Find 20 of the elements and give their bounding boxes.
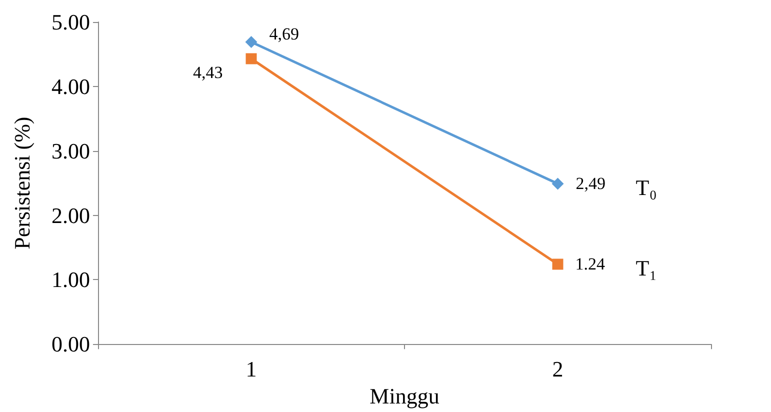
y-tick-label: 1.00 bbox=[52, 267, 90, 292]
text: T₁ bbox=[636, 256, 657, 281]
x-tick-label: 1 bbox=[246, 356, 257, 382]
y-tick-label: 3.00 bbox=[52, 138, 90, 164]
point bbox=[245, 36, 258, 48]
y-axis-title: Persistensi (%) bbox=[10, 116, 34, 250]
y-tick-label: 2.00 bbox=[52, 202, 90, 228]
y-tick-label: 0.00 bbox=[52, 332, 90, 357]
point bbox=[552, 258, 564, 270]
point bbox=[552, 178, 564, 190]
data-label: 4,43 bbox=[193, 63, 223, 82]
y-tick-label: 4.00 bbox=[52, 74, 90, 99]
x-axis-title: Minggu bbox=[370, 384, 440, 408]
data-label: 4,69 bbox=[269, 24, 299, 44]
x-tick-label: 2 bbox=[552, 356, 564, 382]
text: T₀ bbox=[636, 175, 657, 200]
point bbox=[246, 53, 257, 64]
y-tick-label: 5.00 bbox=[52, 10, 90, 34]
data-label: 1.24 bbox=[575, 254, 606, 274]
data-label: 2,49 bbox=[576, 174, 606, 194]
